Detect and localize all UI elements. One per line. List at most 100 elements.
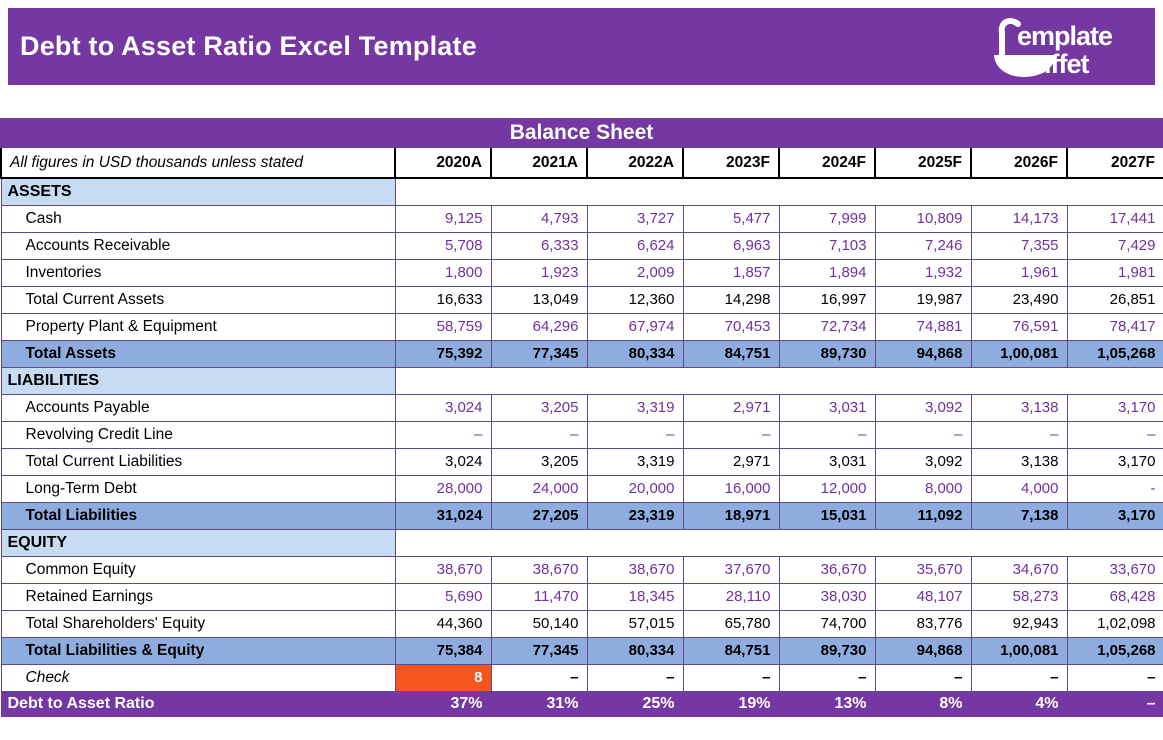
cell-total-liabilities-2027F[interactable]: 3,170 bbox=[1066, 501, 1163, 530]
cell-accounts-payable-2027F[interactable]: 3,170 bbox=[1066, 393, 1163, 422]
cell-debt-to-asset-ratio-2027F[interactable]: – bbox=[1066, 690, 1163, 717]
row-label-equity[interactable]: EQUITY bbox=[0, 528, 396, 557]
cell-total-shareholders-equity-2022A[interactable]: 57,015 bbox=[586, 609, 684, 638]
cell-total-liabilities-equity-2021A[interactable]: 77,345 bbox=[490, 636, 588, 665]
cell-inventories-2023F[interactable]: 1,857 bbox=[682, 258, 780, 287]
cell-retained-earnings-2021A[interactable]: 11,470 bbox=[490, 582, 588, 611]
cell-retained-earnings-2025F[interactable]: 48,107 bbox=[874, 582, 972, 611]
cell-check-2022A[interactable]: – bbox=[586, 663, 684, 692]
cell-property-plant-equipment-2020A[interactable]: 58,759 bbox=[394, 312, 492, 341]
row-label-total-liabilities-equity[interactable]: Total Liabilities & Equity bbox=[0, 636, 396, 665]
cell-total-shareholders-equity-2020A[interactable]: 44,360 bbox=[394, 609, 492, 638]
row-label-total-liabilities[interactable]: Total Liabilities bbox=[0, 501, 396, 530]
cell-revolving-credit-line-2022A[interactable]: – bbox=[586, 420, 684, 449]
cell-total-liabilities-equity-2026F[interactable]: 1,00,081 bbox=[970, 636, 1068, 665]
cell-total-current-assets-2021A[interactable]: 13,049 bbox=[490, 285, 588, 314]
cell-inventories-2027F[interactable]: 1,981 bbox=[1066, 258, 1163, 287]
column-header-2024F[interactable]: 2024F bbox=[778, 148, 876, 179]
cell-total-current-assets-2020A[interactable]: 16,633 bbox=[394, 285, 492, 314]
row-label-accounts-receivable[interactable]: Accounts Receivable bbox=[0, 231, 396, 260]
cell-accounts-payable-2021A[interactable]: 3,205 bbox=[490, 393, 588, 422]
cell-common-equity-2023F[interactable]: 37,670 bbox=[682, 555, 780, 584]
cell-total-assets-2025F[interactable]: 94,868 bbox=[874, 339, 972, 368]
cell-debt-to-asset-ratio-2021A[interactable]: 31% bbox=[490, 690, 588, 717]
row-label-total-assets[interactable]: Total Assets bbox=[0, 339, 396, 368]
cell-total-current-assets-2023F[interactable]: 14,298 bbox=[682, 285, 780, 314]
row-label-long-term-debt[interactable]: Long-Term Debt bbox=[0, 474, 396, 503]
cell-total-assets-2020A[interactable]: 75,392 bbox=[394, 339, 492, 368]
column-header-2021A[interactable]: 2021A bbox=[490, 148, 588, 179]
column-header-2025F[interactable]: 2025F bbox=[874, 148, 972, 179]
cell-total-current-assets-2022A[interactable]: 12,360 bbox=[586, 285, 684, 314]
cell-accounts-payable-2023F[interactable]: 2,971 bbox=[682, 393, 780, 422]
cell-debt-to-asset-ratio-2020A[interactable]: 37% bbox=[394, 690, 492, 717]
cell-cash-2027F[interactable]: 17,441 bbox=[1066, 204, 1163, 233]
cell-total-shareholders-equity-2024F[interactable]: 74,700 bbox=[778, 609, 876, 638]
cell-debt-to-asset-ratio-2024F[interactable]: 13% bbox=[778, 690, 876, 717]
cell-accounts-payable-2020A[interactable]: 3,024 bbox=[394, 393, 492, 422]
cell-total-current-liabilities-2023F[interactable]: 2,971 bbox=[682, 447, 780, 476]
cell-common-equity-2026F[interactable]: 34,670 bbox=[970, 555, 1068, 584]
column-header-2020A[interactable]: 2020A bbox=[394, 148, 492, 179]
cell-long-term-debt-2024F[interactable]: 12,000 bbox=[778, 474, 876, 503]
cell-total-assets-2022A[interactable]: 80,334 bbox=[586, 339, 684, 368]
cell-check-2020A[interactable]: 8 bbox=[394, 663, 492, 692]
cell-total-current-liabilities-2024F[interactable]: 3,031 bbox=[778, 447, 876, 476]
cell-total-liabilities-2024F[interactable]: 15,031 bbox=[778, 501, 876, 530]
cell-total-shareholders-equity-2027F[interactable]: 1,02,098 bbox=[1066, 609, 1163, 638]
cell-total-current-assets-2027F[interactable]: 26,851 bbox=[1066, 285, 1163, 314]
cell-property-plant-equipment-2026F[interactable]: 76,591 bbox=[970, 312, 1068, 341]
row-label-debt-to-asset-ratio[interactable]: Debt to Asset Ratio bbox=[0, 690, 396, 717]
cell-total-current-assets-2024F[interactable]: 16,997 bbox=[778, 285, 876, 314]
row-label-assets[interactable]: ASSETS bbox=[0, 177, 396, 206]
cell-accounts-receivable-2022A[interactable]: 6,624 bbox=[586, 231, 684, 260]
column-header-2026F[interactable]: 2026F bbox=[970, 148, 1068, 179]
cell-long-term-debt-2022A[interactable]: 20,000 bbox=[586, 474, 684, 503]
cell-debt-to-asset-ratio-2023F[interactable]: 19% bbox=[682, 690, 780, 717]
cell-inventories-2022A[interactable]: 2,009 bbox=[586, 258, 684, 287]
cell-check-2024F[interactable]: – bbox=[778, 663, 876, 692]
cell-total-current-assets-2026F[interactable]: 23,490 bbox=[970, 285, 1068, 314]
cell-revolving-credit-line-2026F[interactable]: – bbox=[970, 420, 1068, 449]
cell-total-liabilities-equity-2025F[interactable]: 94,868 bbox=[874, 636, 972, 665]
cell-total-shareholders-equity-2025F[interactable]: 83,776 bbox=[874, 609, 972, 638]
cell-property-plant-equipment-2024F[interactable]: 72,734 bbox=[778, 312, 876, 341]
cell-revolving-credit-line-2027F[interactable]: – bbox=[1066, 420, 1163, 449]
cell-total-assets-2023F[interactable]: 84,751 bbox=[682, 339, 780, 368]
cell-accounts-receivable-2026F[interactable]: 7,355 bbox=[970, 231, 1068, 260]
cell-total-shareholders-equity-2023F[interactable]: 65,780 bbox=[682, 609, 780, 638]
cell-total-current-liabilities-2021A[interactable]: 3,205 bbox=[490, 447, 588, 476]
cell-debt-to-asset-ratio-2025F[interactable]: 8% bbox=[874, 690, 972, 717]
column-header-2027F[interactable]: 2027F bbox=[1066, 148, 1163, 179]
cell-accounts-payable-2026F[interactable]: 3,138 bbox=[970, 393, 1068, 422]
cell-total-current-assets-2025F[interactable]: 19,987 bbox=[874, 285, 972, 314]
cell-accounts-receivable-2027F[interactable]: 7,429 bbox=[1066, 231, 1163, 260]
cell-retained-earnings-2026F[interactable]: 58,273 bbox=[970, 582, 1068, 611]
cell-long-term-debt-2026F[interactable]: 4,000 bbox=[970, 474, 1068, 503]
cell-check-2021A[interactable]: – bbox=[490, 663, 588, 692]
cell-total-liabilities-equity-2027F[interactable]: 1,05,268 bbox=[1066, 636, 1163, 665]
cell-inventories-2025F[interactable]: 1,932 bbox=[874, 258, 972, 287]
cell-total-liabilities-2023F[interactable]: 18,971 bbox=[682, 501, 780, 530]
cell-inventories-2024F[interactable]: 1,894 bbox=[778, 258, 876, 287]
cell-revolving-credit-line-2025F[interactable]: – bbox=[874, 420, 972, 449]
cell-common-equity-2022A[interactable]: 38,670 bbox=[586, 555, 684, 584]
cell-accounts-payable-2022A[interactable]: 3,319 bbox=[586, 393, 684, 422]
row-label-accounts-payable[interactable]: Accounts Payable bbox=[0, 393, 396, 422]
cell-property-plant-equipment-2023F[interactable]: 70,453 bbox=[682, 312, 780, 341]
cell-cash-2024F[interactable]: 7,999 bbox=[778, 204, 876, 233]
row-label-check[interactable]: Check bbox=[0, 663, 396, 692]
cell-total-shareholders-equity-2021A[interactable]: 50,140 bbox=[490, 609, 588, 638]
cell-inventories-2020A[interactable]: 1,800 bbox=[394, 258, 492, 287]
column-header-2023F[interactable]: 2023F bbox=[682, 148, 780, 179]
cell-accounts-receivable-2021A[interactable]: 6,333 bbox=[490, 231, 588, 260]
cell-check-2023F[interactable]: – bbox=[682, 663, 780, 692]
cell-cash-2021A[interactable]: 4,793 bbox=[490, 204, 588, 233]
cell-accounts-receivable-2024F[interactable]: 7,103 bbox=[778, 231, 876, 260]
cell-total-assets-2027F[interactable]: 1,05,268 bbox=[1066, 339, 1163, 368]
cell-long-term-debt-2027F[interactable]: - bbox=[1066, 474, 1163, 503]
row-label-common-equity[interactable]: Common Equity bbox=[0, 555, 396, 584]
cell-common-equity-2024F[interactable]: 36,670 bbox=[778, 555, 876, 584]
cell-retained-earnings-2020A[interactable]: 5,690 bbox=[394, 582, 492, 611]
cell-accounts-payable-2024F[interactable]: 3,031 bbox=[778, 393, 876, 422]
